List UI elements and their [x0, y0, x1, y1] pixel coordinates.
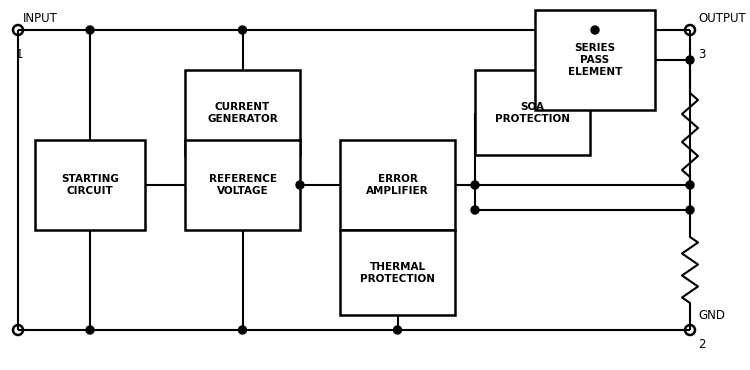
- Circle shape: [686, 206, 694, 214]
- Circle shape: [296, 181, 304, 189]
- Text: INPUT: INPUT: [23, 12, 58, 25]
- Bar: [185, 140, 300, 230]
- Text: CURRENT: CURRENT: [214, 101, 270, 111]
- Circle shape: [686, 181, 694, 189]
- Bar: [535, 10, 655, 110]
- Text: VOLTAGE: VOLTAGE: [217, 186, 268, 196]
- Circle shape: [238, 26, 247, 34]
- Circle shape: [238, 326, 247, 334]
- Text: PROTECTION: PROTECTION: [495, 114, 570, 124]
- Text: 1: 1: [16, 48, 23, 61]
- Circle shape: [471, 206, 479, 214]
- Circle shape: [591, 26, 599, 34]
- Text: ERROR: ERROR: [377, 174, 418, 184]
- Bar: [475, 70, 590, 155]
- Text: ELEMENT: ELEMENT: [568, 67, 622, 77]
- Bar: [185, 70, 300, 155]
- Text: SERIES: SERIES: [574, 43, 616, 53]
- Text: OUTPUT: OUTPUT: [698, 12, 746, 25]
- Text: SOA: SOA: [520, 101, 544, 111]
- Text: PASS: PASS: [580, 55, 610, 65]
- Bar: [340, 230, 455, 315]
- Text: 2: 2: [698, 338, 706, 351]
- Circle shape: [394, 326, 401, 334]
- Circle shape: [86, 26, 94, 34]
- Bar: [35, 140, 145, 230]
- Bar: [340, 140, 455, 230]
- Text: AMPLIFIER: AMPLIFIER: [366, 186, 429, 196]
- Text: GENERATOR: GENERATOR: [207, 114, 278, 124]
- Text: PROTECTION: PROTECTION: [360, 273, 435, 283]
- Circle shape: [471, 181, 479, 189]
- Text: GND: GND: [698, 309, 725, 322]
- Text: STARTING: STARTING: [61, 174, 119, 184]
- Circle shape: [686, 56, 694, 64]
- Text: 3: 3: [698, 48, 705, 61]
- Text: THERMAL: THERMAL: [370, 262, 425, 272]
- Text: REFERENCE: REFERENCE: [209, 174, 277, 184]
- Circle shape: [86, 326, 94, 334]
- Text: CIRCUIT: CIRCUIT: [67, 186, 113, 196]
